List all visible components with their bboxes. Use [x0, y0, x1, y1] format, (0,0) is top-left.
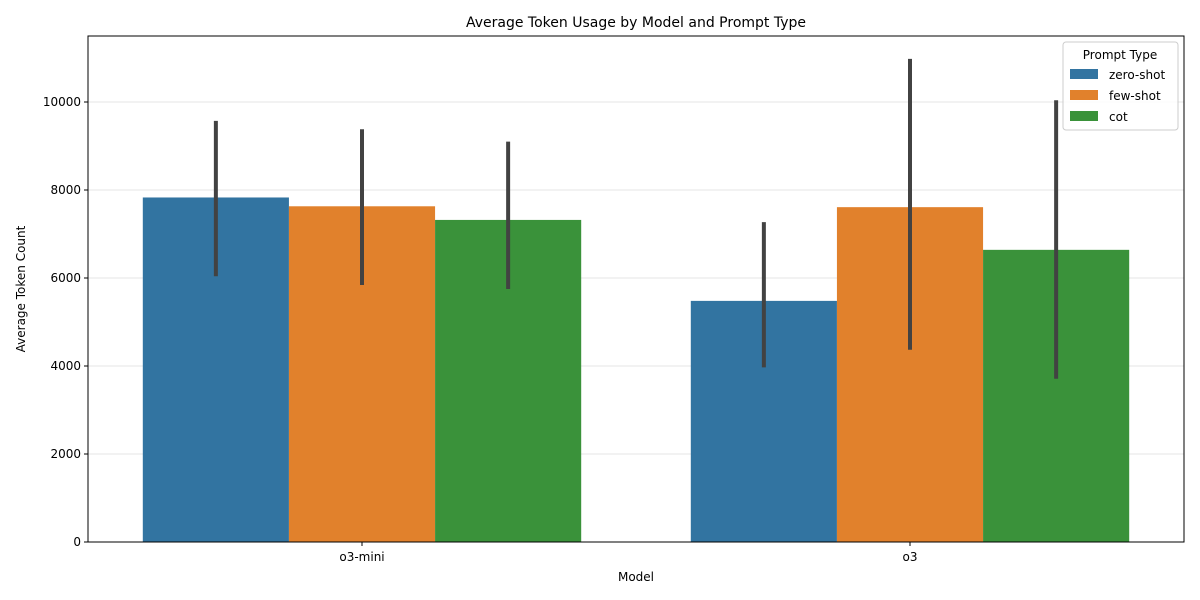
y-tick-label: 2000 — [50, 447, 81, 461]
x-axis-ticks: o3-mini o3 — [339, 542, 917, 564]
y-axis-label: Average Token Count — [14, 225, 28, 352]
bars — [142, 197, 1130, 543]
y-tick-label: 10000 — [43, 95, 81, 109]
y-tick-label: 4000 — [50, 359, 81, 373]
y-tick-label: 8000 — [50, 183, 81, 197]
x-tick-label: o3 — [903, 550, 918, 564]
legend-swatch-cot — [1070, 111, 1098, 121]
legend-items: zero-shot few-shot cot — [1070, 68, 1165, 124]
plot-frame — [87, 35, 1185, 543]
y-tick-label: 6000 — [50, 271, 81, 285]
legend-swatch-zero-shot — [1070, 69, 1098, 79]
y-axis-ticks: 0 2000 4000 6000 8000 10000 — [43, 95, 88, 549]
legend: Prompt Type zero-shot few-shot cot — [1062, 41, 1179, 131]
y-tick-label: 0 — [73, 535, 81, 549]
x-axis-label: Model — [618, 570, 654, 584]
legend-title: Prompt Type — [1083, 48, 1157, 62]
legend-label-few-shot: few-shot — [1109, 89, 1161, 103]
legend-frame — [1062, 41, 1179, 131]
x-tick-label: o3-mini — [339, 550, 384, 564]
error-bars — [213, 58, 1059, 379]
legend-label-cot: cot — [1109, 110, 1128, 124]
legend-label-zero-shot: zero-shot — [1109, 68, 1165, 82]
legend-swatch-few-shot — [1070, 90, 1098, 100]
chart-title: Average Token Usage by Model and Prompt … — [466, 15, 806, 31]
